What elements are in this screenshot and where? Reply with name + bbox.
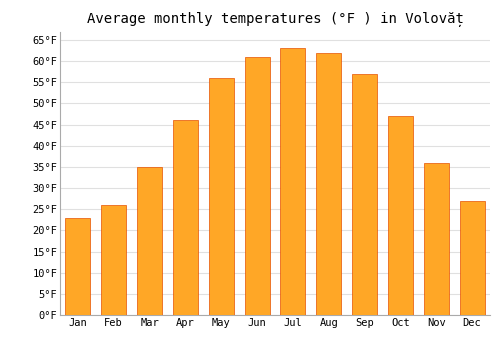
Bar — [137, 167, 162, 315]
Bar — [424, 163, 449, 315]
Bar — [208, 78, 234, 315]
Bar — [173, 120, 198, 315]
Bar — [280, 48, 305, 315]
Bar — [66, 218, 90, 315]
Bar — [388, 116, 413, 315]
Bar — [101, 205, 126, 315]
Bar — [352, 74, 377, 315]
Bar — [460, 201, 484, 315]
Bar — [244, 57, 270, 315]
Title: Average monthly temperatures (°F ) in Volovăț: Average monthly temperatures (°F ) in Vo… — [86, 12, 464, 27]
Bar — [316, 52, 342, 315]
